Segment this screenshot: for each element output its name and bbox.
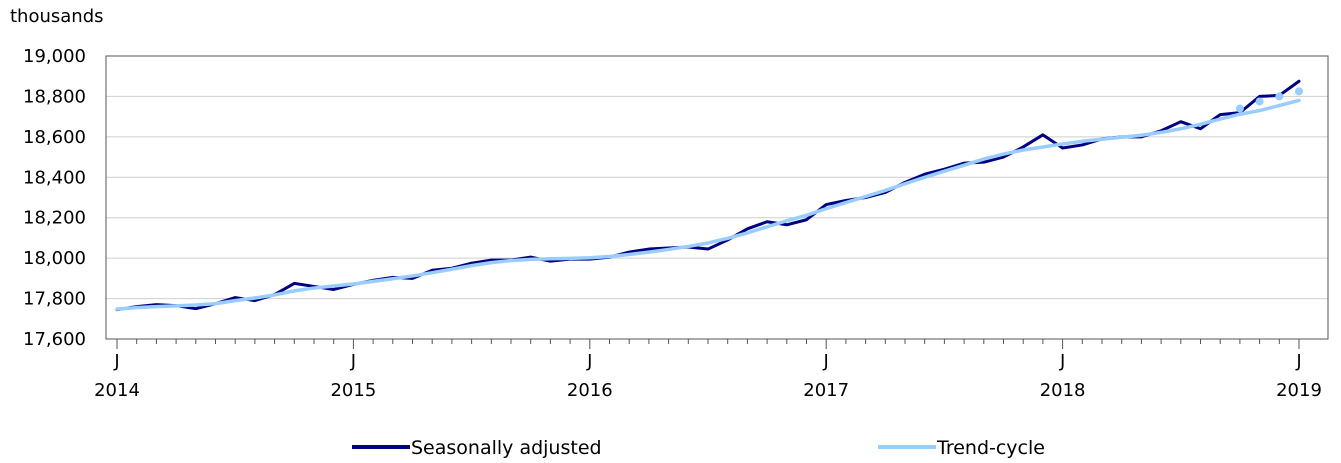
legend-label-trend-cycle: Trend-cycle [936,437,1045,459]
x-tick-month-label: J [113,351,119,372]
series-point-trend-cycle-projected [1255,97,1264,106]
x-tick-month-label: J [350,351,356,372]
y-tick-label: 18,600 [23,127,86,148]
legend-label-seasonally-adjusted: Seasonally adjusted [411,437,602,459]
gridlines [106,95,1328,300]
x-axis: J 2014 J 2015 J 2016 J 2017 J 2018 J 2019 [94,339,1322,401]
x-tick-month-label: J [1059,351,1065,372]
x-tick-month-label: J [586,351,592,372]
y-tick-label: 19,000 [23,46,86,67]
y-tick-label: 18,000 [23,248,86,269]
y-axis-tick-labels: 17,600 17,800 18,000 18,200 18,400 18,600 18,8… [23,46,86,350]
x-tick-year-label: 2015 [330,380,376,401]
series-line-seasonally-adjusted [115,79,1301,312]
legend: Seasonally adjusted Trend-cycle [352,437,1045,459]
series-point-trend-cycle-projected [1295,87,1303,96]
y-tick-label: 18,800 [23,86,86,107]
y-tick-label: 17,800 [23,289,86,310]
x-tick-year-label: 2016 [567,380,613,401]
y-tick-label: 18,200 [23,208,86,229]
series-point-trend-cycle-projected [1275,92,1284,101]
series-line-trend-cycle [115,98,1301,311]
x-tick-month-label: J [1295,351,1301,372]
x-tick-month-label: J [823,351,829,372]
y-tick-label: 18,400 [23,167,86,188]
series-lines [115,79,1303,312]
x-tick-year-label: 2017 [803,380,849,401]
y-tick-label: 17,600 [23,329,86,350]
series-point-trend-cycle-projected [1235,104,1244,113]
x-tick-year-label: 2014 [94,380,140,401]
y-axis-unit-label: thousands [10,6,104,27]
plot-area-frame [105,55,1329,340]
x-tick-year-label: 2018 [1040,380,1086,401]
x-tick-year-label: 2019 [1276,380,1322,401]
